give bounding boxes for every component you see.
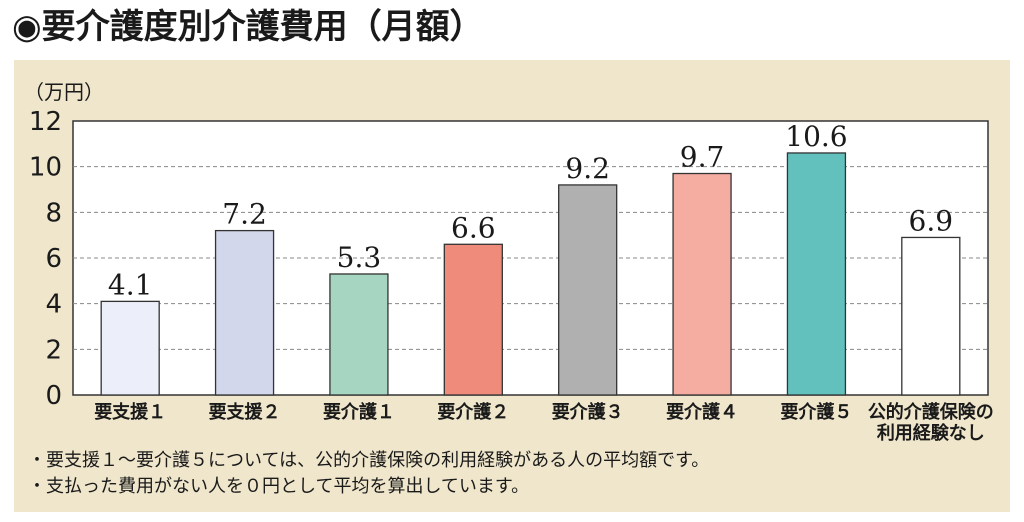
bar bbox=[786, 152, 847, 396]
bar-value-label: 6.6 bbox=[451, 211, 496, 244]
footnote-2: ・支払った費用がない人を０円として平均を算出しています。 bbox=[28, 476, 530, 497]
y-tick-label: 8 bbox=[45, 198, 62, 228]
chart-title: ◉要介護度別介護費用（月額） bbox=[12, 7, 484, 47]
x-category-label: 要支援１ bbox=[94, 401, 166, 423]
y-unit-label: （万円） bbox=[24, 80, 104, 104]
y-tick-label: 0 bbox=[45, 381, 62, 411]
bar-value-label: 10.6 bbox=[785, 120, 847, 153]
y-tick-label: 6 bbox=[45, 244, 62, 274]
bar-value-label: 5.3 bbox=[337, 241, 382, 274]
footnote-1: ・要支援１～要介護５については、公的介護保険の利用経験がある人の平均額です。 bbox=[28, 450, 710, 471]
bar bbox=[214, 229, 275, 396]
y-tick-label: 4 bbox=[45, 290, 62, 320]
bar bbox=[329, 273, 389, 396]
x-category-label: 要介護５ bbox=[780, 401, 852, 423]
bar-value-label: 4.1 bbox=[108, 268, 153, 301]
bar-value-label: 9.2 bbox=[565, 152, 610, 185]
y-tick-label: 10 bbox=[29, 153, 62, 183]
bar bbox=[901, 236, 961, 396]
y-tick-label: 12 bbox=[29, 107, 62, 137]
bar-value-label: 7.2 bbox=[222, 198, 267, 231]
x-category-label: 要介護１ bbox=[323, 401, 395, 423]
y-tick-label: 2 bbox=[45, 335, 62, 365]
bar-value-label: 9.7 bbox=[680, 141, 725, 174]
bar bbox=[558, 184, 618, 396]
x-category-label: 利用経験なし bbox=[877, 422, 985, 444]
x-category-label: 要介護２ bbox=[437, 401, 509, 423]
bar bbox=[443, 243, 503, 396]
bar bbox=[100, 300, 160, 396]
x-category-label: 要介護４ bbox=[666, 401, 738, 423]
x-category-label: 公的介護保険の bbox=[868, 401, 994, 423]
x-category-label: 要介護３ bbox=[552, 401, 624, 423]
x-category-label: 要支援２ bbox=[209, 401, 281, 423]
bar bbox=[672, 172, 732, 396]
bar-value-label: 6.9 bbox=[909, 204, 954, 237]
